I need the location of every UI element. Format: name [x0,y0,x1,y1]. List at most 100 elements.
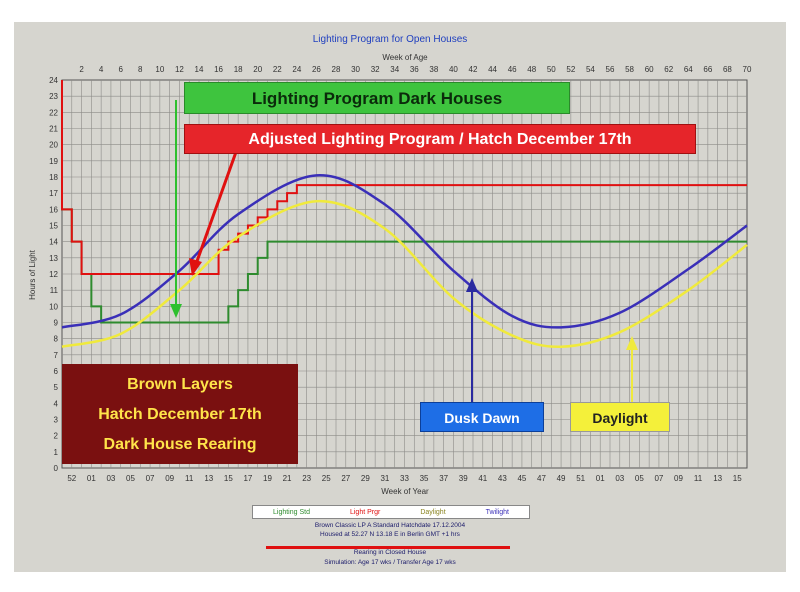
top-tick-label: 18 [234,65,243,74]
legend-item-lighting-std: Lighting Std [273,508,310,516]
bottom-tick-label: 49 [557,474,566,483]
y-tick-label: 14 [49,238,58,247]
bottom-tick-label: 37 [439,474,448,483]
daylight-label: Daylight [570,402,670,432]
y-tick-label: 0 [54,464,59,473]
bottom-tick-label: 21 [283,474,292,483]
y-tick-label: 15 [49,222,58,231]
bottom-tick-label: 17 [243,474,252,483]
footer-line2: Housed at 52.27 N 13.18 E in Berlin GMT … [320,531,460,538]
footer-line4: Simulation: Age 17 wks / Transfer Age 17… [324,559,456,566]
top-tick-label: 62 [664,65,673,74]
y-tick-label: 20 [49,141,58,150]
series-light-prgr [61,80,747,275]
bottom-tick-label: 05 [126,474,135,483]
bottom-tick-label: 01 [596,474,605,483]
bottom-tick-label: 11 [185,474,194,483]
y-tick-label: 8 [54,335,59,344]
bottom-tick-label: 07 [146,474,155,483]
y-tick-label: 6 [54,367,59,376]
y-tick-label: 17 [49,189,58,198]
top-tick-label: 24 [292,65,301,74]
bottom-tick-label: 15 [224,474,233,483]
y-tick-label: 3 [54,416,59,425]
series-lines [61,80,748,349]
top-tick-label: 56 [606,65,615,74]
bottom-tick-label: 13 [204,474,213,483]
bottom-tick-label: 51 [576,474,585,483]
red-arrow-head [189,258,202,276]
y-tick-label: 5 [54,383,59,392]
y-tick-label: 21 [49,125,58,134]
bottom-tick-label: 52 [67,474,76,483]
dusk-dawn-label: Dusk Dawn [420,402,544,432]
bottom-tick-label: 45 [517,474,526,483]
bottom-tick-label: 35 [420,474,429,483]
footer-line3: Rearing in Closed House [353,549,427,556]
top-tick-label: 42 [469,65,478,74]
y-tick-label: 19 [49,157,58,166]
y-tick-label: 12 [49,270,58,279]
top-tick-label: 8 [138,65,143,74]
bottom-tick-label: 47 [537,474,546,483]
bottom-tick-label: 19 [263,474,272,483]
top-tick-label: 32 [371,65,380,74]
series-twilight [61,174,748,329]
y-tick-label: 2 [54,432,59,441]
bottom-tick-label: 01 [87,474,96,483]
top-tick-label: 48 [527,65,536,74]
top-tick-label: 28 [332,65,341,74]
top-tick-label: 16 [214,65,223,74]
legend-item-daylight: Daylight [420,508,446,516]
bottom-tick-label: 03 [615,474,624,483]
y-tick-label: 11 [50,286,59,295]
y-tick-label: 9 [54,319,59,328]
top-tick-label: 20 [253,65,262,74]
bottom-tick-label: 09 [165,474,174,483]
top-tick-label: 12 [175,65,184,74]
y-tick-label: 13 [49,254,58,263]
footer-line1: Brown Classic LP A Standard Hatchdate 17… [314,522,466,529]
brown-layers-line2: Hatch December 17th [98,406,262,423]
bottom-tick-label: 33 [400,474,409,483]
top-tick-label: 36 [410,65,419,74]
top-tick-label: 6 [118,65,123,74]
top-tick-label: 44 [488,65,497,74]
brown-layers-line3: Dark House Rearing [103,436,257,453]
y-tick-label: 10 [49,302,58,311]
legend: Lighting Std Light Prgr Daylight Twiligh… [252,505,530,519]
dark-houses-label: Lighting Program Dark Houses [184,82,570,114]
brown-layers-line1: Brown Layers [127,376,233,393]
top-tick-label: 4 [99,65,104,74]
bottom-tick-label: 39 [459,474,468,483]
top-tick-label: 40 [449,65,458,74]
top-tick-label: 10 [155,65,164,74]
tick-labels: 2 4 6 8 10 12 14 16 18 20 22 24 26 28 30 32 34 36 38 40 42 44… [49,65,752,483]
top-tick-label: 46 [508,65,517,74]
top-axis-title: Week of Age [382,53,428,62]
bottom-tick-label: 29 [361,474,370,483]
adjusted-program-label: Adjusted Lighting Program / Hatch Decemb… [184,124,696,154]
bottom-tick-label: 05 [635,474,644,483]
bottom-tick-label: 13 [713,474,722,483]
red-arrow [194,151,238,265]
bottom-tick-label: 03 [106,474,115,483]
top-tick-label: 2 [79,65,84,74]
y-axis-title: Hours of Light [28,249,37,300]
top-tick-label: 30 [351,65,360,74]
y-tick-label: 23 [49,92,58,101]
yellow-arrow-head [626,336,638,350]
top-tick-label: 50 [547,65,556,74]
bottom-tick-label: 09 [674,474,683,483]
bottom-tick-label: 27 [341,474,350,483]
top-tick-label: 66 [703,65,712,74]
top-tick-label: 14 [195,65,204,74]
bottom-axis-title: Week of Year [381,487,429,496]
series-daylight [61,199,748,349]
bottom-tick-label: 25 [322,474,331,483]
legend-item-twilight: Twilight [485,508,509,516]
bottom-tick-label: 15 [733,474,742,483]
y-tick-label: 7 [54,351,59,360]
top-tick-label: 58 [625,65,634,74]
bottom-tick-label: 11 [694,474,703,483]
